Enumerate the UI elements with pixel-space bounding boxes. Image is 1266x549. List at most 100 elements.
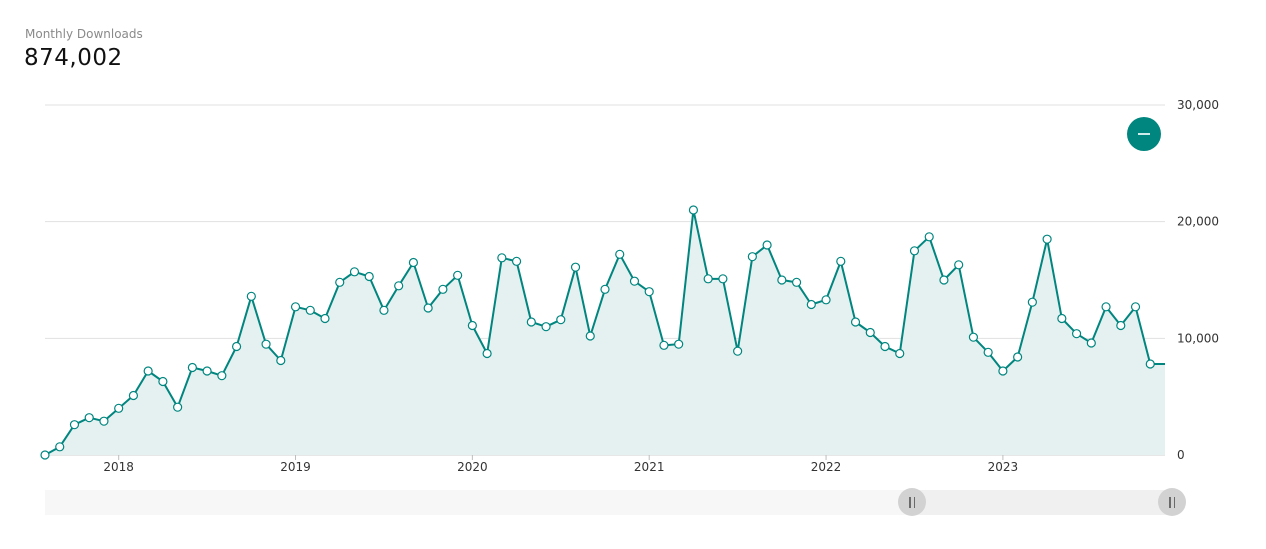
- area-layer: [45, 210, 1165, 455]
- data-point: [968, 332, 979, 342]
- data-point: [791, 277, 802, 287]
- data-point: [335, 277, 345, 287]
- data-point: [379, 305, 389, 315]
- data-point: [349, 267, 360, 277]
- x-tick-label: 2020: [457, 460, 488, 474]
- data-point: [511, 256, 522, 266]
- data-point: [733, 346, 743, 356]
- y-tick-label: 0: [1177, 448, 1185, 462]
- data-point: [173, 402, 183, 412]
- y-axis: 0 10,000 20,000 30,000: [1177, 98, 1219, 462]
- data-point: [865, 327, 875, 338]
- data-point: [850, 317, 861, 327]
- data-point: [187, 362, 197, 373]
- y-tick-label: 10,000: [1177, 331, 1219, 345]
- data-point: [99, 416, 109, 426]
- data-point: [1101, 302, 1111, 312]
- data-point: [482, 348, 492, 359]
- data-point: [231, 341, 242, 352]
- data-point: [423, 303, 433, 313]
- data-point: [924, 232, 934, 242]
- data-point: [276, 355, 286, 366]
- data-point: [320, 313, 330, 324]
- collapse-button[interactable]: [1127, 117, 1161, 151]
- grip-vertical-icon: [1169, 496, 1175, 508]
- data-point: [55, 442, 65, 452]
- y-tick-label: 20,000: [1177, 215, 1219, 229]
- data-point: [497, 253, 507, 263]
- data-point: [541, 322, 551, 332]
- point-layer: [40, 205, 1155, 460]
- data-point: [408, 257, 419, 268]
- data-point: [703, 274, 713, 284]
- data-point: [158, 376, 168, 387]
- data-point: [364, 271, 374, 282]
- data-point: [246, 291, 256, 301]
- y-tick-label: 30,000: [1177, 98, 1219, 112]
- data-point: [806, 299, 816, 310]
- data-point: [394, 281, 404, 291]
- data-point: [629, 276, 640, 286]
- x-tick-label: 2019: [280, 460, 311, 474]
- data-point: [217, 371, 227, 381]
- x-tick-label: 2021: [634, 460, 665, 474]
- data-point: [202, 366, 212, 376]
- data-point: [570, 262, 581, 272]
- data-point: [1086, 338, 1096, 348]
- range-handle-right[interactable]: [1158, 488, 1186, 516]
- data-point: [1027, 297, 1037, 307]
- data-point: [895, 348, 905, 359]
- data-point: [909, 246, 920, 256]
- data-point: [615, 249, 625, 259]
- data-point: [762, 240, 772, 250]
- data-point: [718, 274, 728, 284]
- data-point: [69, 420, 80, 430]
- data-point: [438, 284, 448, 294]
- data-point: [600, 284, 610, 294]
- data-point: [585, 331, 595, 341]
- total-downloads: 874,002: [24, 45, 123, 71]
- data-point: [659, 340, 669, 350]
- data-point: [1130, 302, 1141, 312]
- data-point: [128, 390, 139, 401]
- data-point: [1057, 313, 1067, 324]
- data-point: [453, 270, 463, 280]
- data-point: [983, 347, 993, 357]
- data-point: [526, 317, 536, 327]
- data-point: [305, 305, 315, 315]
- data-point: [467, 320, 477, 331]
- data-point: [1116, 320, 1126, 331]
- data-point: [1071, 329, 1082, 339]
- data-point: [954, 260, 964, 270]
- data-point: [261, 339, 271, 349]
- data-point: [998, 366, 1008, 376]
- data-point: [1013, 352, 1023, 362]
- data-point: [777, 275, 787, 285]
- minus-icon: [1138, 133, 1150, 135]
- x-tick-label: 2022: [811, 460, 842, 474]
- data-point: [836, 256, 846, 266]
- range-handle-left[interactable]: [898, 488, 926, 516]
- data-point: [688, 205, 699, 215]
- chart-subtitle: Monthly Downloads: [25, 27, 143, 41]
- data-point: [84, 413, 94, 423]
- grip-vertical-icon: [909, 496, 915, 508]
- data-point: [143, 366, 153, 376]
- data-point: [674, 339, 684, 349]
- data-point: [939, 275, 949, 285]
- x-axis: 2018 2019 2020 2021 2022 2023: [103, 455, 1018, 474]
- data-point: [644, 287, 654, 297]
- range-navigator-selection[interactable]: [912, 490, 1172, 515]
- data-point: [556, 315, 566, 325]
- data-point: [880, 341, 890, 352]
- data-point: [747, 252, 757, 262]
- x-tick-label: 2018: [103, 460, 134, 474]
- data-point: [290, 302, 301, 312]
- series-area: [45, 210, 1165, 455]
- data-point: [40, 450, 50, 460]
- data-point: [1145, 359, 1155, 369]
- data-point: [821, 295, 831, 305]
- data-point: [1042, 234, 1052, 244]
- x-tick-label: 2023: [988, 460, 1019, 474]
